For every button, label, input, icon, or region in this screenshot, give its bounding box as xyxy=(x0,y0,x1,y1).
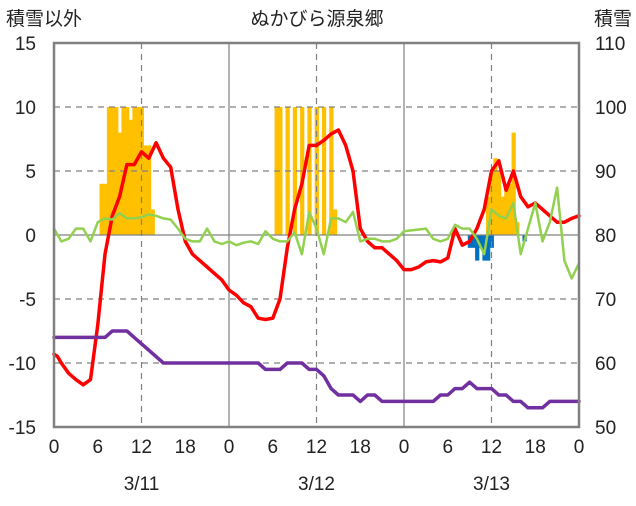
left-y-tick-label: 15 xyxy=(15,34,36,55)
snowfall-bar xyxy=(146,145,152,235)
snowfall-bar xyxy=(332,209,338,235)
snow_depth-line xyxy=(52,329,581,410)
snowfall-bar xyxy=(139,107,144,235)
grid-layer xyxy=(54,43,579,427)
x-hour-tick-label: 6 xyxy=(442,437,453,458)
precipitation-bar xyxy=(478,235,483,248)
x-date-label: 3/13 xyxy=(473,474,510,495)
wind-line xyxy=(52,186,581,280)
left-y-tick-label: -5 xyxy=(19,290,36,311)
right-y-tick-label: 60 xyxy=(595,354,616,375)
x-hour-tick-label: 6 xyxy=(267,437,278,458)
x-hour-tick-label: 18 xyxy=(175,437,196,458)
chart-title: ぬかびら源泉郷 xyxy=(250,8,383,30)
left-y-tick-label: -15 xyxy=(9,418,36,439)
snowfall-bar xyxy=(300,107,305,235)
snowfall-bar xyxy=(117,132,123,235)
x-hour-tick-label: 18 xyxy=(525,437,546,458)
left-y-tick-label: 10 xyxy=(15,98,36,119)
right-y-tick-label: 100 xyxy=(595,98,627,119)
snowfall-bar xyxy=(486,196,491,235)
snowfall-bar xyxy=(511,132,516,235)
left-y-tick-label: 0 xyxy=(25,226,36,247)
snowfall-bar xyxy=(278,107,283,235)
right-y-tick-label: 80 xyxy=(595,226,616,247)
right-axis-label: 積雪 xyxy=(594,8,632,30)
left-axis-label: 積雪以外 xyxy=(6,8,82,30)
right-y-tick-label: 50 xyxy=(595,418,616,439)
snowfall-bar xyxy=(136,107,141,235)
precipitation-bar xyxy=(475,235,480,261)
temperature-line xyxy=(52,128,581,387)
x-hour-tick-label: 12 xyxy=(306,437,327,458)
snowfall-bar xyxy=(292,107,298,235)
snowfall-bar xyxy=(103,183,108,235)
left-y-tick-label: 5 xyxy=(25,162,36,183)
right-y-tick-label: 70 xyxy=(595,290,616,311)
precipitation-bar xyxy=(486,235,491,261)
precipitation-bar xyxy=(471,235,476,248)
snowfall-bar xyxy=(150,209,155,235)
snowfall-bar xyxy=(99,183,104,235)
x-hour-tick-label: 6 xyxy=(92,437,103,458)
snowfall-bar xyxy=(504,183,509,235)
x-date-label: 3/11 xyxy=(124,474,160,495)
plot-frame xyxy=(52,41,581,429)
snowfall-bar xyxy=(143,145,148,235)
snowfall-bar xyxy=(128,119,133,235)
bar-layer xyxy=(99,107,527,261)
snowfall-bar xyxy=(493,158,498,235)
snowfall-bar xyxy=(496,171,502,235)
snowfall-bar xyxy=(314,107,319,235)
left-y-tick-label: -10 xyxy=(9,354,36,375)
x-hour-tick-label: 18 xyxy=(350,437,371,458)
x-hour-tick-label: 12 xyxy=(481,437,502,458)
x-hour-tick-label: 0 xyxy=(399,437,410,458)
x-hour-tick-label: 0 xyxy=(574,437,585,458)
x-hour-tick-label: 12 xyxy=(131,437,152,458)
snowfall-bar xyxy=(114,107,119,235)
snowfall-bar xyxy=(106,107,112,235)
line-layer xyxy=(52,128,581,410)
x-hour-tick-label: 0 xyxy=(49,437,60,458)
right-y-tick-label: 110 xyxy=(595,34,625,55)
x-hour-tick-label: 0 xyxy=(224,437,235,458)
snowfall-bar xyxy=(500,196,505,235)
snowfall-bar xyxy=(321,107,327,235)
x-date-label: 3/12 xyxy=(298,474,335,495)
right-y-tick-label: 90 xyxy=(595,162,616,183)
